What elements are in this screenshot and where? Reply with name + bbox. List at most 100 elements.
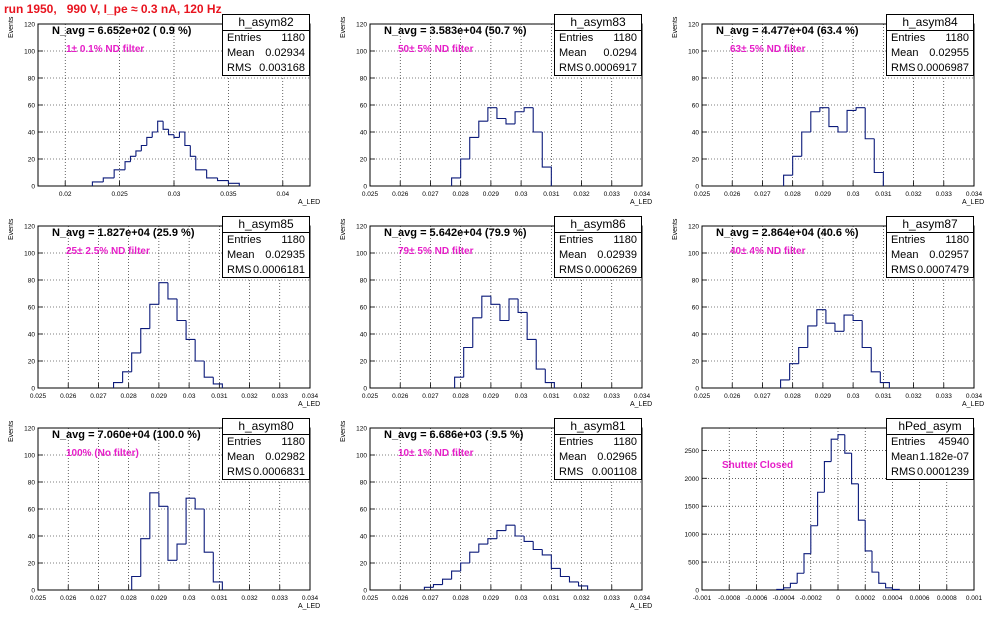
histogram-panel-hPed_asym: -0.001 -0.0008 -0.0006 -0.0004 -0.0002 0 0.000…: [664, 418, 996, 620]
stats-label-mean: Mean: [891, 451, 919, 463]
x-tick-label: 0.03: [515, 393, 528, 400]
stats-row-rms: RMS 0.0006181: [223, 263, 309, 278]
stats-value-entries: 1180: [281, 234, 305, 246]
histogram-bin: [828, 107, 838, 128]
x-tick-label: 0.0008: [937, 595, 957, 602]
histogram-bin: [157, 120, 164, 132]
stats-row-mean: Mean 0.02935: [223, 248, 309, 263]
stats-label-rms: RMS: [559, 466, 584, 478]
x-axis-label: A_LED: [630, 603, 653, 610]
stats-row-rms: RMS 0.0006831: [223, 465, 309, 480]
x-tick-label: 0.029: [483, 595, 500, 602]
x-tick-label: 0.031: [543, 595, 560, 602]
n-avg-label: N_avg = 7.060e+04 (100.0 %): [52, 429, 201, 441]
filter-annotation: 1± 0.1% ND filter: [66, 44, 145, 55]
stats-row-entries: Entries 1180: [555, 31, 641, 46]
y-tick-label: 1000: [685, 532, 700, 539]
y-tick-label: 40: [28, 130, 36, 137]
x-axis-label: A_LED: [962, 401, 985, 408]
x-axis-label: A_LED: [298, 199, 321, 206]
histogram-bin: [535, 339, 546, 370]
histogram-bin: [113, 382, 123, 388]
histogram-bin: [168, 129, 174, 136]
stats-label-rms: RMS: [559, 264, 584, 276]
histogram-bin: [185, 497, 196, 545]
stats-label-entries: Entries: [227, 32, 262, 44]
x-tick-label: 0.034: [634, 595, 651, 602]
x-tick-label: 0.026: [392, 595, 409, 602]
x-tick-label: 0.029: [151, 393, 168, 400]
stats-value-entries: 45940: [938, 436, 969, 448]
y-axis-label: Events: [672, 218, 679, 240]
x-tick-label: 0.026: [60, 595, 77, 602]
x-tick-label: 0.033: [604, 393, 621, 400]
histogram-bin: [505, 118, 516, 125]
stats-label-mean: Mean: [559, 47, 587, 59]
histogram-bin: [441, 578, 452, 585]
x-axis-label: A_LED: [298, 603, 321, 610]
histogram-bin: [523, 536, 534, 542]
y-tick-label: 500: [688, 560, 699, 567]
x-tick-label: 0.033: [604, 191, 621, 198]
histogram-bin: [837, 126, 848, 133]
histogram-bin: [195, 156, 207, 171]
x-tick-label: 0.025: [30, 393, 47, 400]
y-tick-label: 120: [24, 426, 35, 433]
histogram-bin: [140, 328, 150, 353]
n-avg-label: N_avg = 4.477e+04 (63.4 %): [716, 25, 859, 37]
x-tick-label: 0.028: [453, 393, 470, 400]
y-tick-label: 100: [356, 453, 367, 460]
stats-label-rms: RMS: [891, 466, 916, 478]
stats-value-entries: 1180: [281, 32, 305, 44]
histogram-bin: [783, 587, 791, 590]
histogram-bin: [780, 379, 790, 388]
x-tick-label: 0.031: [543, 191, 560, 198]
x-tick-label: 0.026: [724, 393, 741, 400]
x-tick-label: 0.027: [422, 393, 439, 400]
filter-annotation: 63± 5% ND filter: [730, 44, 806, 55]
y-axis-label: Events: [340, 420, 347, 442]
histogram-panel-h_asym80: 0.025 0.026 0.027 0.028 0.029 0.03 0.031 0.032 0…: [0, 418, 332, 620]
histogram-name: h_asym85: [223, 217, 309, 233]
histogram-bin: [481, 295, 491, 318]
stats-row-rms: RMS 0.0006987: [887, 61, 973, 76]
histogram-bin: [194, 498, 205, 510]
stats-value-entries: 1180: [945, 234, 969, 246]
stats-label-entries: Entries: [891, 436, 926, 448]
histogram-panel-h_asym87: 0.025 0.026 0.027 0.028 0.029 0.03 0.031 0.032 0…: [664, 216, 996, 418]
histogram-bin: [185, 320, 196, 340]
stats-value-mean: 0.02957: [929, 249, 969, 261]
stats-label-entries: Entries: [227, 436, 262, 448]
histogram-bin: [124, 161, 131, 170]
y-tick-label: 80: [360, 480, 368, 487]
n-avg-label: N_avg = 5.642e+04 (79.9 %): [384, 227, 527, 239]
x-tick-label: 0.029: [483, 191, 500, 198]
stats-row-mean: Mean 1.182e-07: [887, 450, 973, 465]
stats-row-entries: Entries 1180: [223, 435, 309, 450]
x-tick-label: 0.033: [604, 595, 621, 602]
stats-box: h_asym81 Entries 1180 Mean 0.02965 RMS 0.00110…: [554, 418, 642, 480]
x-tick-label: 0.028: [785, 191, 802, 198]
stats-box: h_asym82 Entries 1180 Mean 0.02934 RMS 0.00316…: [222, 14, 310, 76]
stats-box: h_asym85 Entries 1180 Mean 0.02935 RMS 0.00061…: [222, 216, 310, 278]
y-tick-label: 0: [31, 386, 35, 393]
stats-value-rms: 0.0007479: [917, 264, 969, 276]
x-tick-label: 0.03: [168, 191, 181, 198]
y-axis-label: Events: [8, 420, 15, 442]
x-tick-label: 0.034: [302, 595, 319, 602]
y-tick-label: 120: [688, 224, 699, 231]
histogram-bin: [514, 111, 525, 124]
filter-annotation: Shutter Closed: [722, 460, 794, 471]
histogram-bin: [796, 572, 804, 584]
y-tick-label: 100: [688, 49, 699, 56]
histogram-name: h_asym80: [223, 419, 309, 435]
histogram-bin: [861, 320, 872, 349]
stats-row-entries: Entries 1180: [555, 435, 641, 450]
filter-annotation: 50± 5% ND filter: [398, 44, 474, 55]
x-axis-label: A_LED: [962, 199, 985, 206]
histogram-bin: [189, 145, 196, 157]
y-tick-label: 0: [363, 386, 367, 393]
y-tick-label: 40: [28, 534, 36, 541]
histogram-plot: 0.025 0.026 0.027 0.028 0.029 0.03 0.031 0.032 0…: [356, 224, 650, 401]
x-tick-label: 0.032: [573, 393, 590, 400]
